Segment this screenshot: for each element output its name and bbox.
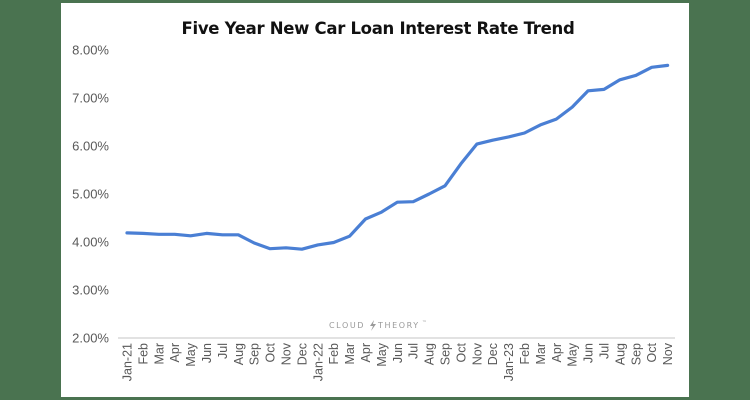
y-tick-label: 7.00% xyxy=(72,91,109,106)
x-tick-label: Jan-21 xyxy=(121,343,135,381)
x-tick-label: Aug xyxy=(423,343,437,365)
x-tick-label: Nov xyxy=(470,342,484,365)
x-tick-label: Sep xyxy=(248,343,262,365)
y-tick-label: 6.00% xyxy=(72,139,109,154)
rate-line-series xyxy=(125,63,670,251)
x-tick-label: Nov xyxy=(661,342,675,365)
y-tick-label: 2.00% xyxy=(72,331,109,346)
x-tick-label: Sep xyxy=(439,343,453,365)
x-tick-label: Oct xyxy=(454,342,468,362)
x-tick-label: Mar xyxy=(152,343,166,365)
x-axis-ticks: Jan-21 Feb Mar Apr May Jun Jul Aug Sep Oct Nov Dec J… xyxy=(121,342,676,381)
watermark-theory-text: THEORY xyxy=(377,321,420,330)
x-tick-label: Oct xyxy=(645,342,659,362)
y-tick-label: 8.00% xyxy=(72,43,109,58)
x-tick-label: Jun xyxy=(200,343,214,363)
x-tick-label: Mar xyxy=(343,343,357,365)
y-tick-label: 4.00% xyxy=(72,235,109,250)
x-tick-label: Jan-23 xyxy=(502,343,516,381)
x-tick-label: May xyxy=(184,342,198,366)
watermark-cloud-text: CLOUD xyxy=(329,321,365,330)
lightning-bolt-icon xyxy=(370,320,376,331)
x-tick-label: Mar xyxy=(534,343,548,365)
x-tick-label: Jul xyxy=(216,343,230,359)
x-tick-label: Jul xyxy=(598,343,612,359)
x-tick-label: Aug xyxy=(232,343,246,365)
x-tick-label: Jun xyxy=(582,343,596,363)
chart-panel: Five Year New Car Loan Interest Rate Tre… xyxy=(61,3,689,397)
x-tick-label: Aug xyxy=(613,343,627,365)
y-axis-ticks: 2.00% 3.00% 4.00% 5.00% 6.00% 7.00% 8.00% xyxy=(72,43,109,346)
x-tick-label: Sep xyxy=(629,343,643,365)
watermark: CLOUD THEORY ™ xyxy=(329,320,427,331)
y-tick-label: 3.00% xyxy=(72,283,109,298)
x-tick-label: Feb xyxy=(518,343,532,365)
x-tick-label: Jun xyxy=(391,343,405,363)
x-tick-label: Jul xyxy=(407,343,421,359)
x-tick-label: Dec xyxy=(295,343,309,365)
x-tick-label: Apr xyxy=(359,343,373,362)
x-tick-label: Oct xyxy=(264,342,278,362)
trademark-symbol: ™ xyxy=(422,320,427,326)
x-tick-label: Feb xyxy=(327,343,341,365)
line-chart: 2.00% 3.00% 4.00% 5.00% 6.00% 7.00% 8.00% CLOU… xyxy=(72,43,676,382)
x-tick-label: Dec xyxy=(486,343,500,365)
x-tick-label: May xyxy=(566,342,580,366)
x-tick-label: Feb xyxy=(136,343,150,365)
x-tick-label: Apr xyxy=(168,343,182,362)
x-tick-label: Apr xyxy=(550,343,564,362)
x-tick-label: Nov xyxy=(280,342,294,365)
x-tick-label: Jan-22 xyxy=(311,343,325,381)
x-tick-label: May xyxy=(375,342,389,366)
chart-title: Five Year New Car Loan Interest Rate Tre… xyxy=(181,19,575,38)
y-tick-label: 5.00% xyxy=(72,187,109,202)
